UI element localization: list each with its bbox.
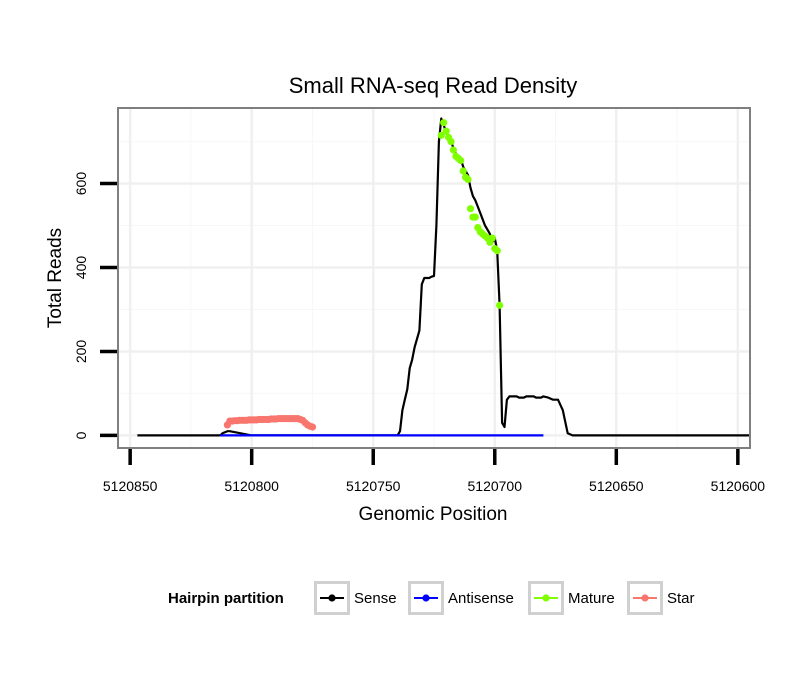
x-axis: 5120850 5120800 5120750 5120700 5120650 51206…	[103, 449, 765, 494]
point-mature	[493, 247, 501, 255]
legend-label-antisense: Antisense	[448, 590, 514, 607]
x-tick-label: 5120800	[224, 478, 279, 494]
x-tick-label: 5120750	[346, 478, 401, 494]
point-mature	[459, 167, 467, 175]
point-mature	[457, 156, 465, 165]
legend-key-point	[542, 594, 550, 602]
point-mature	[440, 119, 448, 127]
x-tick-label: 5120700	[468, 478, 523, 494]
y-tick-label: 0	[73, 431, 89, 439]
legend: Hairpin partition Sense Antisense Mature St…	[168, 581, 695, 615]
grid-minor	[118, 108, 750, 448]
point-mature	[449, 146, 457, 154]
x-axis-label: Genomic Position	[359, 504, 508, 525]
point-mature	[488, 234, 496, 242]
series-layer	[137, 117, 750, 437]
x-tick-label: 5120650	[589, 478, 644, 494]
legend-label-mature: Mature	[568, 590, 615, 607]
point-mature	[471, 213, 479, 221]
point-mature	[447, 138, 455, 146]
point-mature	[437, 131, 445, 139]
legend-key-point	[641, 594, 649, 602]
y-tick-label: 400	[73, 256, 89, 280]
legend-key-box	[528, 581, 564, 615]
chart-title: Small RNA-seq Read Density	[289, 73, 578, 98]
x-tick-label: 5120600	[711, 478, 766, 494]
x-tick-label: 5120850	[103, 478, 158, 494]
series-points-mature	[437, 119, 504, 309]
legend-label-star: Star	[667, 590, 695, 607]
legend-label-sense: Sense	[354, 590, 397, 607]
plot-border	[117, 107, 751, 449]
y-axis-label: Total Reads	[45, 228, 66, 328]
y-tick-label: 200	[73, 340, 89, 364]
y-axis: 0 200 400 600	[73, 172, 117, 439]
point-star	[308, 423, 317, 431]
series-line-sense	[137, 117, 750, 437]
series-points-star	[223, 415, 317, 431]
point-mature	[496, 301, 504, 309]
plot-area	[117, 107, 751, 449]
legend-key-point	[328, 594, 336, 602]
point-mature	[442, 127, 450, 135]
legend-title: Hairpin partition	[168, 590, 284, 607]
point-mature	[466, 205, 475, 213]
legend-key-point	[422, 594, 430, 602]
point-mature	[464, 175, 472, 183]
y-tick-label: 600	[73, 172, 89, 196]
